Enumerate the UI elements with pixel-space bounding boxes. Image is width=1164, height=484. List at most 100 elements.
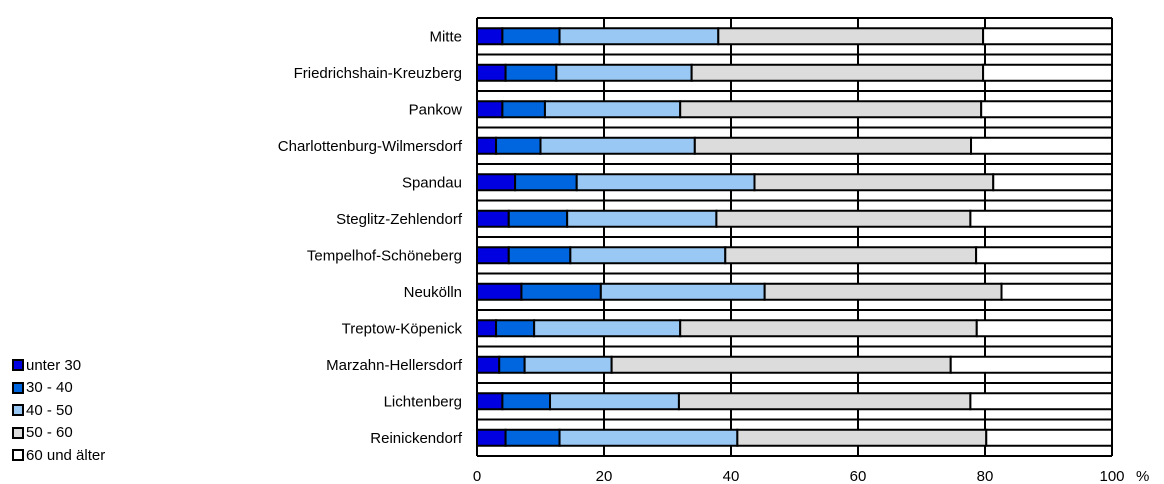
bar-segment [970,136,1114,155]
bar-segment [558,27,720,46]
bar-segment [523,355,613,374]
bar-segment [507,246,572,265]
category-label: Spandau [402,174,462,191]
bar-segment [969,392,1114,411]
x-tick-labels: 0 20 40 60 80 100 [473,468,1125,484]
bar-segment [549,392,680,411]
bar-segment [690,63,985,82]
bar-segment [476,319,498,338]
bar-segment [476,63,507,82]
legend-label: 40 - 50 [26,401,73,419]
bar-segment [476,282,523,301]
bar-segment [555,63,693,82]
legend-label: 60 und älter [26,446,106,464]
bar-segment [992,173,1114,192]
legend-swatch [12,404,24,417]
bar-segment [763,282,1003,301]
category-label: Mitte [429,28,462,45]
category-label: Charlottenburg-Wilmersdorf [278,138,463,155]
legend-item: 50 - 60 [12,422,105,445]
bar-segment [575,173,756,192]
legend-item: unter 30 [12,354,105,377]
bar-segment [975,319,1113,338]
bar-segment [476,209,510,228]
bar-segment [693,136,973,155]
bar-segment [736,428,988,447]
bar-segment [504,63,558,82]
category-label: Steglitz-Zehlendorf [336,211,463,228]
bar-segment [980,100,1113,119]
bar-segment [717,27,985,46]
bar-segment [982,27,1113,46]
category-label: Pankow [409,101,463,118]
bar-segment [476,173,517,192]
x-tick-label: 0 [473,468,481,484]
bar-segment [498,355,526,374]
category-label: Reinickendorf [370,430,463,447]
bar-segment [504,428,561,447]
legend-swatch [12,426,24,439]
x-tick-label: 80 [977,468,994,484]
category-label: Neukölln [404,284,462,301]
bar-segment [558,428,739,447]
legend: unter 30 30 - 40 40 - 50 50 - 60 60 und älte… [12,354,105,467]
bar-segment [715,209,972,228]
legend-item: 60 und älter [12,444,105,467]
legend-item: 40 - 50 [12,399,105,422]
bar-segment [476,428,507,447]
bar-segment [476,100,504,119]
legend-swatch [12,449,24,462]
legend-swatch [12,359,24,372]
bar-segment [495,136,542,155]
bar-segment [969,209,1114,228]
bar-segment [476,246,510,265]
bar-segment [507,209,569,228]
x-tick-label: 60 [850,468,867,484]
legend-label: unter 30 [26,356,82,374]
bar-segment [975,246,1113,265]
bar-segment [566,209,718,228]
bar-segment [543,100,682,119]
grid-lines [477,17,1113,457]
bar-segment [520,282,602,301]
legend-swatch [12,381,24,394]
bar-segment [724,246,978,265]
bar-segment [1000,282,1114,301]
bar-segment [476,136,498,155]
category-label: Marzahn-Hellersdorf [326,357,463,374]
legend-label: 30 - 40 [26,379,73,397]
bar-segment [569,246,727,265]
category-label: Treptow-Köpenick [342,320,463,337]
bar-segment [677,392,972,411]
bar-segment [982,63,1113,82]
category-labels: Mitte Friedrichshain-Kreuzberg Pankow Charl… [278,28,463,447]
bar-segment [533,319,682,338]
bar-segment [495,319,536,338]
x-tick-label: 100 [1099,468,1124,484]
bar-segment [476,392,504,411]
x-tick-label: 40 [723,468,740,484]
legend-item: 30 - 40 [12,377,105,400]
bar-segment [610,355,952,374]
bar-segment [949,355,1114,374]
bar-segment [679,100,983,119]
bar-segment [985,428,1114,447]
bar-segment [501,100,546,119]
x-unit-label: % [1136,468,1149,484]
bar-segment [501,392,552,411]
x-tick-label: 20 [596,468,613,484]
category-label: Tempelhof-Schöneberg [307,247,462,264]
bar-segment [679,319,978,338]
bar-segment [476,27,504,46]
bar-segment [476,355,501,374]
bar-segment [599,282,766,301]
bar-segment [514,173,578,192]
bars [476,27,1114,447]
bar-segment [753,173,995,192]
bar-segment [501,27,561,46]
legend-label: 50 - 60 [26,424,73,442]
category-label: Lichtenberg [384,393,462,410]
bar-segment [539,136,696,155]
category-label: Friedrichshain-Kreuzberg [294,65,462,82]
